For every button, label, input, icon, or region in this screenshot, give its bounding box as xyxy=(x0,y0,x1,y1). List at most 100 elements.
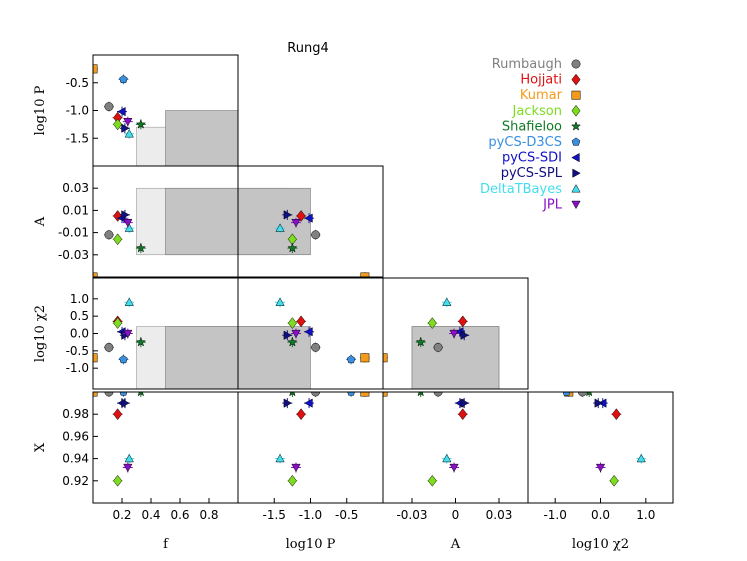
marker-pycs-d3cs xyxy=(119,355,128,364)
marker-rumbaugh xyxy=(311,342,321,352)
legend-label-deltatbayes: DeltaTBayes xyxy=(480,182,562,197)
marker-shafieloo xyxy=(287,336,298,347)
marker-pycs-spl xyxy=(283,210,293,220)
x-axis-label: log10 χ2 xyxy=(572,537,629,552)
marker-jpl xyxy=(449,463,459,473)
panel-frame xyxy=(237,165,384,278)
marker-jackson xyxy=(287,474,297,487)
marker-jackson xyxy=(427,317,437,329)
marker-jpl xyxy=(449,329,459,339)
y-tick-label: -0.03 xyxy=(58,248,89,262)
panel-logChi2-vs-A xyxy=(382,277,529,390)
marker-rumbaugh xyxy=(311,392,321,397)
marker-pycs-d3cs xyxy=(347,284,355,292)
marker-pycs-d3cs xyxy=(119,74,128,84)
marker-hojjati xyxy=(113,210,123,222)
panel-logChi2-vs-logP xyxy=(237,277,384,390)
legend-marker-pycs-d3cs xyxy=(571,137,581,146)
y-axis-label: log10 χ2 xyxy=(33,305,48,362)
marker-kumar xyxy=(383,392,388,397)
marker-deltatbayes xyxy=(275,297,285,306)
marker-hojjati xyxy=(458,315,468,328)
marker-pycs-sdi xyxy=(304,398,313,408)
marker-shafieloo xyxy=(289,392,296,397)
y-tick-label: 0.5 xyxy=(70,309,89,323)
marker-deltatbayes xyxy=(442,453,452,463)
panel-frame xyxy=(527,391,674,504)
panel-X-vs-logChi2: -1.0 0.0 1.0 log10 χ2 xyxy=(527,391,674,552)
marker-deltatbayes xyxy=(275,453,285,463)
legend-label-shafieloo: Shafieloo xyxy=(502,119,562,134)
marker-jackson xyxy=(113,317,123,329)
x-tick-label: 0.4 xyxy=(141,508,160,522)
marker-deltatbayes xyxy=(124,223,134,232)
marker-hojjati xyxy=(296,315,306,328)
marker-jpl xyxy=(123,219,133,228)
legend-marker-pycs-sdi xyxy=(571,152,580,163)
marker-rumbaugh xyxy=(311,230,321,240)
y-tick-label: 0.98 xyxy=(62,407,89,421)
marker-pycs-spl xyxy=(460,398,469,408)
marker-jpl xyxy=(123,463,133,473)
marker-jackson xyxy=(287,317,297,329)
marker-shafieloo xyxy=(417,392,424,397)
marker-jackson xyxy=(427,474,437,487)
marker-rumbaugh xyxy=(577,392,587,397)
y-tick-label: -1.5 xyxy=(66,131,89,145)
marker-shafieloo xyxy=(586,392,593,397)
marker-shafieloo xyxy=(135,336,146,347)
x-tick-label: 0.6 xyxy=(170,508,189,522)
marker-shafieloo xyxy=(135,119,146,129)
target-region-inner xyxy=(165,187,238,256)
x-tick-label: 0.2 xyxy=(112,508,131,522)
marker-rumbaugh xyxy=(104,102,114,112)
marker-hojjati xyxy=(611,408,621,421)
y-tick-label: 0.96 xyxy=(62,429,89,443)
legend-marker-jpl xyxy=(571,200,581,210)
marker-pycs-d3cs xyxy=(347,392,355,396)
panel-frame xyxy=(92,391,239,504)
legend-label-jpl: JPL xyxy=(542,197,563,212)
panel-X-vs-logP: -1.5 -1.0 -0.5 log10 P xyxy=(237,391,384,552)
marker-pycs-spl xyxy=(121,123,130,133)
legend-label-pycs-spl: pyCS-SPL xyxy=(501,166,563,181)
panel-frame xyxy=(382,391,529,504)
x-tick-label: -0.03 xyxy=(396,508,427,522)
target-region-inner xyxy=(411,326,500,389)
legend-label-pycs-sdi: pyCS-SDI xyxy=(502,151,562,166)
panel-A-vs-f: -0.03 -0.01 0.01 0.03 A xyxy=(33,165,239,278)
legend-label-pycs-d3cs: pyCS-D3CS xyxy=(488,135,562,150)
x-tick-label: 0.03 xyxy=(486,508,513,522)
marker-jackson xyxy=(609,474,619,487)
marker-pycs-sdi xyxy=(304,327,313,337)
y-tick-label: 0.94 xyxy=(62,452,89,466)
marker-shafieloo xyxy=(137,392,145,397)
marker-rumbaugh xyxy=(104,392,114,397)
panel-logP-vs-f: -1.5 -1.0 -0.5 log10 P xyxy=(33,54,239,167)
legend-marker-deltatbayes xyxy=(571,184,581,193)
x-tick-label: -1.0 xyxy=(543,508,566,522)
marker-pycs-spl xyxy=(594,398,603,408)
target-region-inner xyxy=(165,326,238,389)
marker-pycs-spl xyxy=(121,398,130,408)
marker-kumar xyxy=(383,353,388,363)
legend-marker-pycs-spl xyxy=(572,168,581,178)
y-axis-label: A xyxy=(33,216,48,227)
marker-jpl xyxy=(123,117,133,127)
y-tick-label: -0.5 xyxy=(66,344,89,358)
legend-marker-rumbaugh xyxy=(571,59,581,69)
target-region-inner xyxy=(165,110,238,166)
y-tick-label: -0.01 xyxy=(58,226,89,240)
x-tick-label: -1.5 xyxy=(263,508,286,522)
panel-A-vs-logP xyxy=(237,165,384,292)
marker-deltatbayes xyxy=(124,297,134,306)
marker-deltatbayes xyxy=(124,453,134,463)
panel-frame xyxy=(382,277,529,390)
marker-pycs-d3cs xyxy=(119,392,128,396)
y-tick-label: 0.0 xyxy=(70,327,89,341)
marker-shafieloo xyxy=(415,336,426,347)
x-tick-label: 1.0 xyxy=(636,508,655,522)
y-tick-label: 0.03 xyxy=(62,181,89,195)
marker-pycs-spl xyxy=(121,210,130,220)
